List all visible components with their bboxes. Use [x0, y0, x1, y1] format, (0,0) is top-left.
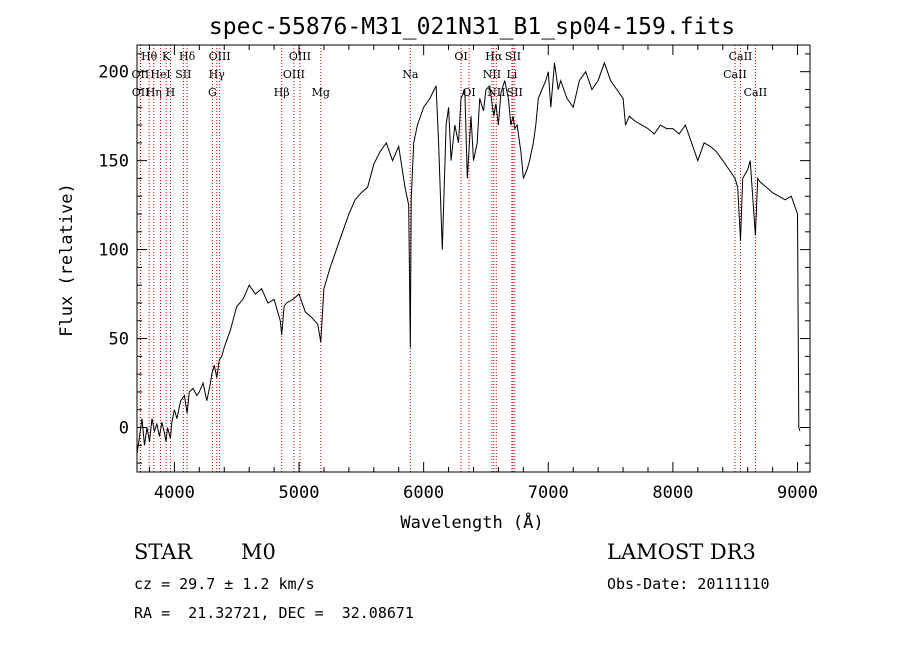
x-tick-label: 6000	[403, 483, 444, 503]
spectral-line-label: Hθ	[141, 50, 158, 63]
spectral-line-label: CaII	[723, 68, 747, 81]
chart-title: spec-55876-M31_021N31_B1_sp04-159.fits	[209, 14, 735, 40]
spectral-line-label: Mg	[312, 86, 330, 99]
y-axis-ticks: 0 50 100 150 200	[98, 53, 810, 464]
survey-name: LAMOST DR3	[607, 540, 756, 564]
spectral-line-label: Hγ	[209, 68, 226, 81]
spectrum-series	[136, 61, 801, 455]
spectral-line-label: OIII	[289, 50, 311, 63]
y-tick-label: 50	[109, 330, 129, 350]
spectral-line-label: Hδ	[179, 50, 196, 63]
x-tick-label: 7000	[528, 483, 569, 503]
spectral-line-label: G	[208, 86, 217, 99]
x-axis-label: Wavelength (Å)	[400, 511, 543, 533]
spectral-line-label: CaII	[729, 50, 753, 63]
spectral-line-label: OI	[462, 86, 475, 99]
object-class: STAR	[134, 540, 193, 564]
spectral-line-label: Hη	[146, 86, 162, 99]
spectral-line-label: OIII	[283, 68, 305, 81]
x-axis-ticks: 4000 5000 6000 7000 8000 9000	[148, 45, 818, 503]
spectral-line-label: HeI	[150, 68, 170, 81]
redshift-velocity: cz = 29.7 ± 1.2 km/s	[134, 575, 315, 593]
observation-date: Obs-Date: 20111110	[607, 575, 770, 593]
x-tick-label: 5000	[279, 483, 320, 503]
y-tick-label: 0	[119, 419, 129, 439]
y-tick-label: 150	[98, 152, 129, 172]
spectral-line-label: SII	[175, 68, 191, 81]
x-tick-label: 4000	[154, 483, 195, 503]
spectral-line-label: CaII	[744, 86, 768, 99]
spectral-line-label: Li	[506, 68, 517, 81]
spectral-line-label: OII	[132, 86, 150, 99]
plot-frame	[136, 44, 811, 473]
spectral-line-label: SII	[507, 86, 523, 99]
sky-coordinates: RA = 21.32721, DEC = 32.08671	[134, 604, 414, 622]
y-tick-label: 100	[98, 241, 129, 261]
x-tick-label: 9000	[777, 483, 818, 503]
spectral-line-label: NII	[483, 68, 501, 81]
x-tick-label: 8000	[652, 483, 693, 503]
spectral-line-label: K	[162, 50, 171, 63]
spectral-line-label: H	[166, 86, 176, 99]
y-axis-label: Flux (relative)	[57, 183, 77, 337]
spectral-line-label: SII	[505, 50, 521, 63]
y-tick-label: 200	[98, 63, 129, 83]
spectral-line-label: Hα	[485, 50, 503, 63]
object-subclass: M0	[241, 540, 276, 564]
spectral-line-label: OI	[454, 50, 467, 63]
spectral-line-label: Na	[402, 68, 419, 81]
spectral-line-label: Hβ	[274, 86, 290, 99]
spectral-line-label: OIII	[209, 50, 231, 63]
